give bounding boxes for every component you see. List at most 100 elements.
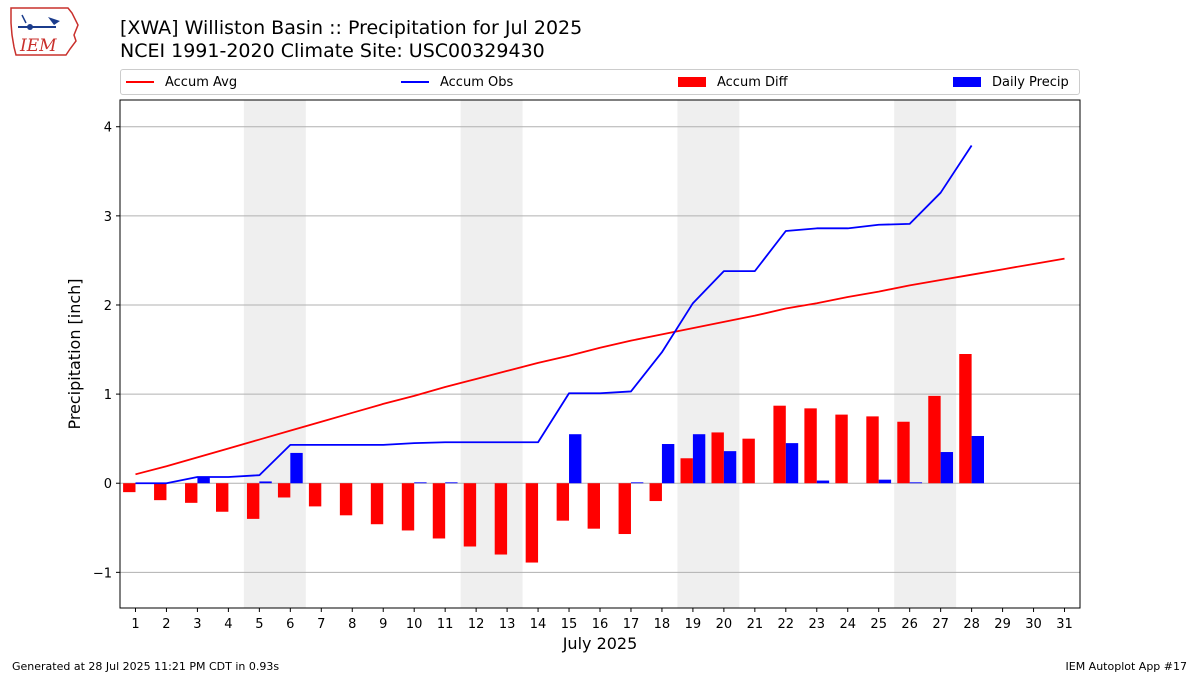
- x-tick-label: 20: [716, 617, 733, 632]
- accum-diff-bar-day-24: [835, 414, 848, 484]
- x-tick-label: 17: [623, 617, 640, 632]
- daily-precip-bar-day-20: [723, 451, 737, 484]
- x-tick-label: 21: [747, 617, 764, 632]
- accum-diff-bar-day-8: [339, 483, 353, 516]
- y-axis-label: Precipitation [inch]: [65, 278, 84, 429]
- daily-precip-bar-day-19: [692, 434, 706, 484]
- legend-item-accum-obs: Accum Obs: [401, 70, 513, 94]
- x-tick-label: 19: [685, 617, 702, 632]
- x-tick-label: 6: [286, 617, 294, 632]
- accum-avg-line: [135, 257, 1065, 476]
- y-tick-label: 1: [104, 388, 112, 403]
- y-tick-label: 3: [104, 210, 112, 225]
- x-tick-label: 25: [870, 617, 887, 632]
- legend-label-accum-avg: Accum Avg: [165, 74, 238, 90]
- accum-diff-bar-day-7: [308, 483, 322, 507]
- x-tick-label: 24: [839, 617, 856, 632]
- x-tick-label: 28: [963, 617, 980, 632]
- daily-precip-bar-day-17: [630, 482, 644, 484]
- daily-precip-bar-day-6: [290, 452, 303, 484]
- iem-logo: IEM: [8, 5, 82, 63]
- accum-diff-bar-day-13: [494, 483, 508, 555]
- legend-swatch-accum-obs: [401, 81, 429, 83]
- accum-diff-bar-day-5: [246, 483, 260, 519]
- y-tick-label: 2: [104, 299, 112, 314]
- legend-swatch-daily-precip: [953, 77, 981, 87]
- accum-diff-bar-day-22: [773, 405, 786, 484]
- accum-diff-bar-day-3: [185, 483, 198, 503]
- y-tick-label: −1: [93, 566, 112, 581]
- daily-precip-bar-day-10: [414, 482, 427, 484]
- legend-label-accum-diff: Accum Diff: [717, 74, 788, 90]
- accum-diff-bar-day-20: [711, 432, 724, 484]
- weekend-shade-4: [894, 100, 957, 608]
- accum-diff-bar-day-26: [897, 421, 910, 484]
- daily-precip-bar-day-26: [909, 482, 923, 484]
- x-tick-label: 16: [592, 617, 609, 632]
- daily-precip-bar-day-27: [940, 452, 954, 484]
- accum-diff-bar-day-1: [123, 483, 136, 493]
- accum-diff-bar-day-9: [370, 483, 384, 525]
- footer-app-label: IEM Autoplot App #17: [1065, 660, 1188, 673]
- x-tick-label: 29: [994, 617, 1011, 632]
- x-tick-label: 14: [530, 617, 547, 632]
- iem-logo-text: IEM: [19, 36, 57, 56]
- daily-precip-bar-day-22: [785, 443, 799, 484]
- x-tick-label: 11: [437, 617, 454, 632]
- x-tick-label: 26: [901, 617, 918, 632]
- accum-diff-bar-day-11: [432, 483, 446, 539]
- daily-precip-bar-day-3: [197, 476, 210, 484]
- x-tick-label: 8: [348, 617, 356, 632]
- accum-diff-bar-day-19: [680, 458, 693, 484]
- daily-precip-bar-day-5: [259, 481, 272, 484]
- footer-generated-text: Generated at 28 Jul 2025 11:21 PM CDT in…: [12, 660, 280, 673]
- legend-label-accum-obs: Accum Obs: [440, 74, 514, 90]
- accum-diff-bar-day-12: [463, 483, 477, 547]
- accum-diff-bar-day-25: [866, 416, 879, 484]
- x-tick-label: 10: [406, 617, 423, 632]
- daily-precip-bar-day-15: [569, 434, 582, 484]
- legend-item-daily-precip: Daily Precip: [953, 70, 1069, 94]
- chart-title: [XWA] Williston Basin :: Precipitation f…: [120, 17, 583, 39]
- x-tick-label: 7: [317, 617, 325, 632]
- x-tick-label: 13: [499, 617, 516, 632]
- legend-swatch-accum-avg: [126, 81, 154, 83]
- x-tick-label: 18: [654, 617, 671, 632]
- daily-precip-bar-day-23: [816, 480, 830, 484]
- x-tick-label: 15: [561, 617, 578, 632]
- y-tick-label: 4: [104, 121, 112, 136]
- x-tick-label: 3: [193, 617, 201, 632]
- accum-diff-bar-day-21: [742, 438, 755, 484]
- x-tick-label: 27: [932, 617, 949, 632]
- y-tick-label: 0: [104, 477, 112, 492]
- daily-precip-bar-day-25: [878, 479, 892, 484]
- daily-precip-bar-day-28: [971, 435, 984, 484]
- accum-diff-bar-day-6: [277, 483, 291, 498]
- x-tick-label: 22: [778, 617, 795, 632]
- accum-diff-bar-day-17: [618, 483, 631, 535]
- x-tick-label: 30: [1025, 617, 1042, 632]
- daily-precip-bar-day-18: [661, 444, 675, 484]
- legend-swatch-accum-diff: [678, 77, 706, 87]
- weekend-shade-1: [243, 100, 306, 608]
- accum-diff-bar-day-23: [804, 408, 817, 484]
- legend-item-accum-diff: Accum Diff: [678, 70, 788, 94]
- accum-diff-bar-day-4: [216, 483, 229, 512]
- accum-diff-bar-day-14: [525, 483, 539, 563]
- accum-diff-bar-day-10: [401, 483, 415, 531]
- accum-diff-bar-day-28: [959, 354, 972, 484]
- iem-iowa-logo-icon: IEM: [10, 7, 79, 56]
- accum-diff-bar-day-16: [587, 483, 600, 529]
- x-tick-label: 12: [468, 617, 485, 632]
- accum-obs-line: [135, 144, 973, 485]
- x-tick-label: 4: [224, 617, 232, 632]
- x-tick-label: 23: [809, 617, 826, 632]
- x-axis-label: July 2025: [562, 634, 638, 653]
- accum-diff-bar-day-27: [928, 395, 941, 484]
- x-tick-label: 31: [1056, 617, 1073, 632]
- legend: Accum Avg Accum Obs Accum Diff Daily Pre…: [120, 69, 1080, 95]
- legend-item-accum-avg: Accum Avg: [126, 70, 237, 94]
- x-tick-label: 9: [379, 617, 387, 632]
- x-tick-label: 1: [131, 617, 139, 632]
